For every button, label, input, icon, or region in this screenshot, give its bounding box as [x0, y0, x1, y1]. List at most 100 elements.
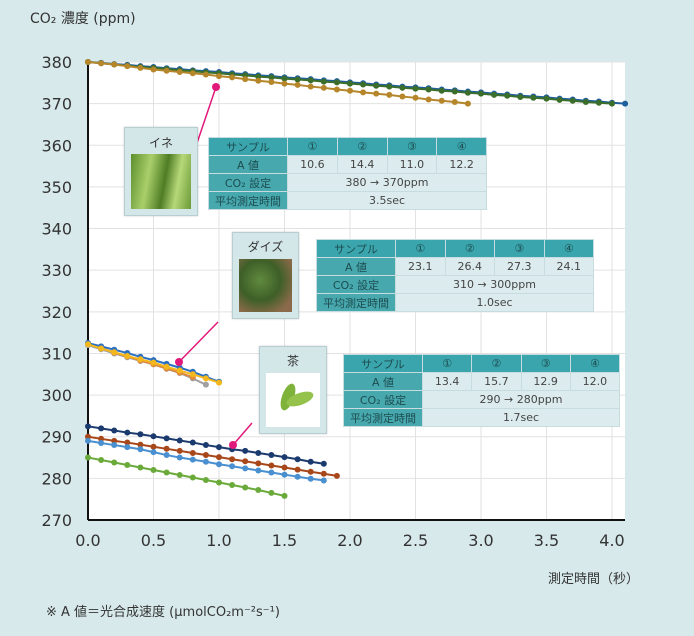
x-tick-label: 2.0: [337, 531, 362, 550]
rice-data-point: [347, 80, 353, 87]
row-label: 平均測定時間: [316, 293, 396, 312]
rice-data-point: [464, 100, 471, 107]
rice-data-point: [281, 80, 288, 87]
tea-data-point: [216, 444, 222, 451]
tea-photo: [266, 373, 320, 427]
x-tick-label: 3.5: [534, 531, 559, 550]
a-value-cell: 26.4: [444, 257, 495, 276]
tea-data-point: [98, 435, 105, 442]
tea-data-point: [255, 449, 262, 456]
rice-data-point: [543, 95, 550, 102]
time-row: 平均測定時間 1.7sec: [343, 408, 620, 427]
tea-series-line: [87, 456, 285, 497]
tea-data-point: [229, 463, 236, 470]
tea-data-point: [85, 433, 91, 440]
tea-data-point: [294, 456, 301, 463]
rice-data-point: [281, 75, 288, 82]
soybean-data-point: [216, 379, 222, 386]
header-cell: ①: [287, 137, 338, 156]
table-header-row: サンプル ① ② ③ ④: [208, 137, 487, 156]
sample-card-rice: イネ: [124, 127, 198, 216]
header-cell: ④: [436, 137, 487, 156]
tea-data-point: [163, 445, 170, 452]
co2-value: 290 → 280ppm: [422, 390, 620, 409]
tea-data-point: [268, 489, 275, 496]
rice-data-point: [360, 81, 367, 88]
row-label: A 値: [208, 155, 288, 174]
tea-data-point: [150, 433, 157, 440]
tea-data-point: [176, 454, 183, 461]
y-tick-label: 340: [41, 220, 72, 239]
tea-data-point: [98, 439, 105, 446]
tea-data-point: [163, 469, 170, 476]
tea-data-point: [255, 460, 262, 467]
a-value-cell: 23.1: [395, 257, 446, 276]
a-value-cell: 24.1: [543, 257, 594, 276]
tea-data-point: [85, 437, 91, 444]
tea-data-point: [124, 462, 131, 469]
a-value-cell: 11.0: [386, 155, 438, 174]
soybean-data-point: [137, 356, 144, 363]
time-value: 1.7sec: [422, 408, 620, 427]
rice-data-point: [386, 91, 393, 98]
rice-data-point: [268, 78, 275, 85]
tea-data-point: [307, 468, 314, 475]
x-tick-label: 2.5: [403, 531, 428, 550]
x-tick-label: 1.5: [272, 531, 297, 550]
rice-data-point: [176, 68, 183, 75]
row-label: A 値: [343, 372, 423, 391]
tea-data-point: [163, 452, 170, 459]
soybean-photo: [239, 259, 292, 312]
y-tick-label: 360: [41, 136, 72, 155]
tea-leaf-icon: [280, 383, 314, 411]
rice-data-point: [137, 64, 144, 71]
tea-data-point: [307, 458, 314, 465]
rice-data-point: [85, 59, 91, 65]
soybean-table: サンプル ① ② ③ ④ A 値 23.1 26.4 27.3 24.1 CO₂ 設定 310 → 3…: [316, 239, 594, 312]
rice-data-point: [320, 84, 327, 91]
tea-data-point: [189, 449, 196, 456]
co2-row: CO₂ 設定 290 → 280ppm: [343, 390, 620, 409]
tea-data-point: [281, 464, 288, 471]
header-cell: ②: [444, 239, 495, 258]
time-row: 平均測定時間 1.0sec: [316, 293, 594, 312]
rice-data-point: [333, 79, 340, 86]
table-header-row: サンプル ① ② ③ ④: [343, 354, 621, 373]
y-tick-label: 350: [41, 178, 72, 197]
tea-data-point: [124, 444, 131, 451]
rice-data-point: [202, 71, 209, 78]
tea-data-point: [98, 425, 105, 432]
header-cell: サンプル: [316, 239, 396, 258]
rice-data-point: [294, 76, 301, 83]
tea-data-point: [189, 474, 196, 481]
rice-data-point: [216, 73, 222, 80]
tea-data-point: [255, 467, 262, 474]
y-tick-label: 320: [41, 303, 72, 322]
tea-pointer-line: [232, 422, 253, 446]
sample-name: イネ: [148, 136, 173, 150]
a-value-row: A 値 23.1 26.4 27.3 24.1: [316, 257, 594, 276]
rice-data-point: [189, 70, 196, 77]
tea-data-point: [268, 452, 275, 459]
rice-data-point: [399, 93, 406, 100]
header-cell: サンプル: [208, 137, 288, 156]
co2-row: CO₂ 設定 380 → 370ppm: [208, 173, 487, 192]
rice-data-point: [373, 82, 380, 89]
tea-data-point: [281, 471, 288, 478]
tea-data-point: [176, 472, 183, 479]
header-cell: サンプル: [343, 354, 423, 373]
a-value-cell: 12.2: [436, 155, 487, 174]
tea-data-point: [307, 475, 314, 482]
soybean-data-point: [202, 375, 209, 382]
rice-data-point: [438, 87, 445, 94]
tea-data-point: [137, 441, 144, 448]
tea-data-point: [202, 442, 209, 449]
sample-name: 茶: [286, 354, 299, 368]
a-value-cell: 13.4: [421, 372, 473, 391]
sample-card-soybean: ダイズ: [232, 232, 299, 319]
tea-data-point: [216, 479, 222, 486]
tea-data-point: [242, 484, 249, 491]
rice-data-point: [451, 88, 458, 95]
sample-card-tea: 茶: [259, 346, 327, 434]
rice-data-point: [111, 61, 118, 68]
